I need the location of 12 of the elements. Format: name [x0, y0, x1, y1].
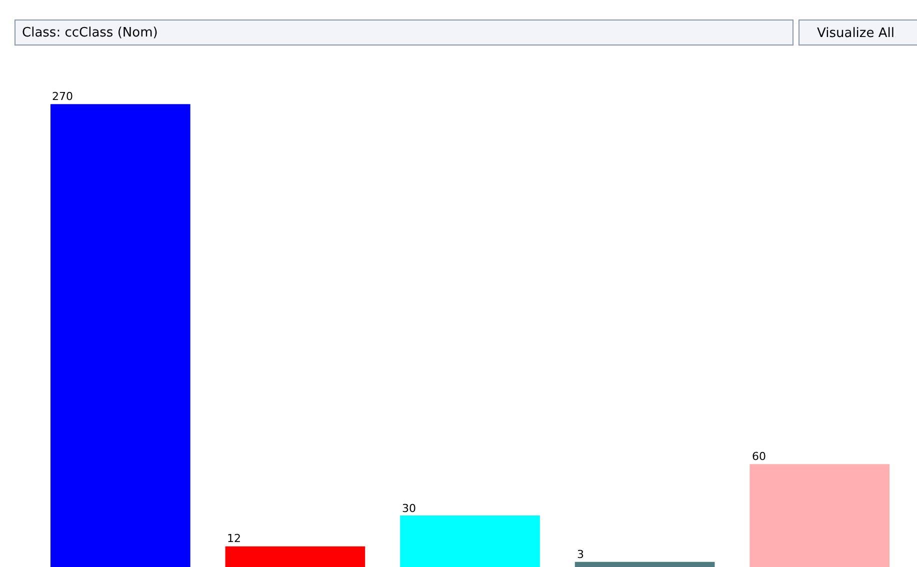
data-label: 3 [577, 548, 584, 561]
bar [574, 562, 715, 567]
bar [750, 464, 890, 567]
chart-title: Class: ccClass (Nom) [22, 26, 158, 41]
data-label: 270 [52, 90, 73, 103]
text: Visualize All [817, 26, 894, 41]
bar [225, 546, 366, 567]
bar [50, 104, 190, 567]
bar [400, 516, 540, 567]
data-label: 12 [227, 532, 241, 545]
data-label: 60 [752, 450, 766, 463]
data-label: 30 [402, 502, 416, 515]
